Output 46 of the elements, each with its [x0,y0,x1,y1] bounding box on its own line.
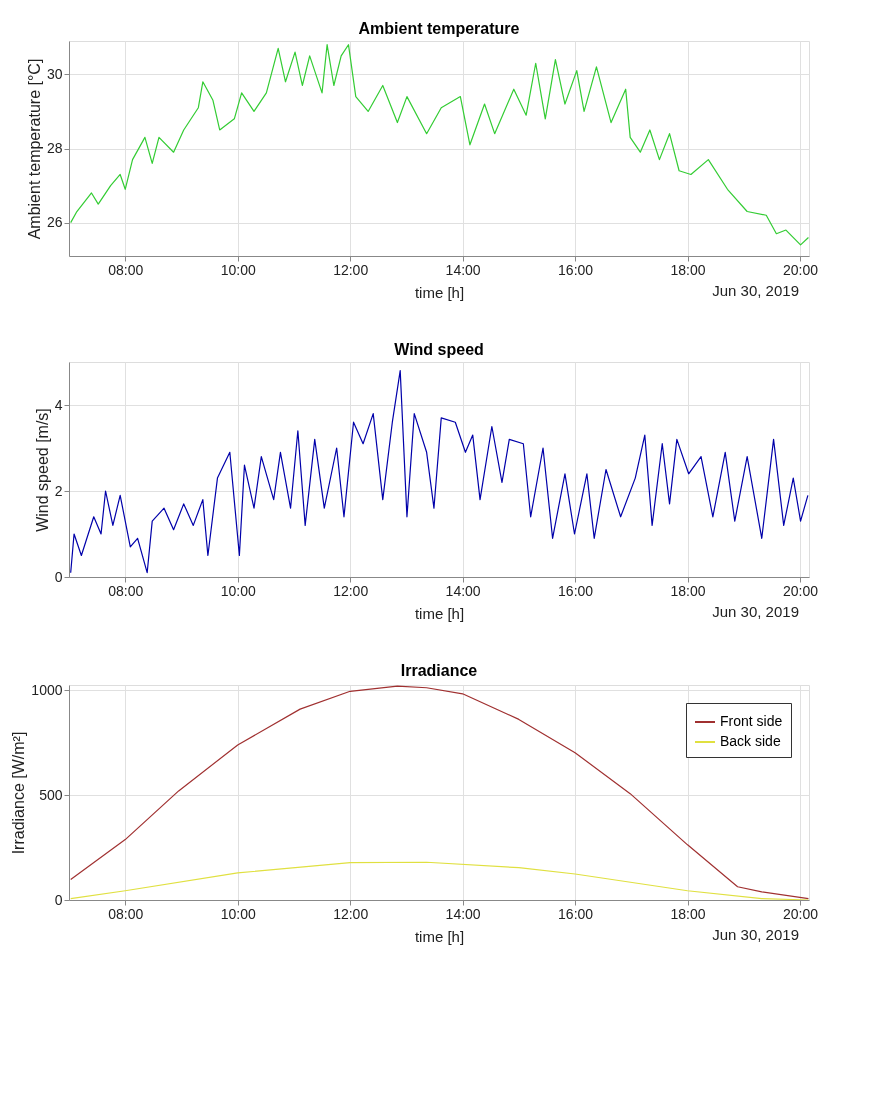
x-tick-label: 14:00 [445,582,481,599]
chart-title: Ambient temperature [358,20,520,37]
x-tick-label: 08:00 [108,261,144,278]
y-axis-title: Ambient temperature [°C] [25,58,43,240]
x-tick-label: 20:00 [782,905,819,922]
x-tick-label: 18:00 [670,582,706,599]
text: Jun 30, 2019 [712,282,799,299]
text: Jun 30, 2019 [712,603,799,620]
x-tick-label: 16:00 [558,905,594,922]
x-tick-label: 14:00 [445,905,481,922]
text: Jun 30, 2019 [712,926,799,943]
x-axis-title: time [h] [414,283,465,301]
line-series [70,370,809,574]
chart-title: Irradiance [400,662,478,680]
y-tick-label: 30 [46,65,63,82]
x-tick-label: 12:00 [333,582,369,599]
x-tick-label: 16:00 [558,582,594,599]
x-tick-label: 12:00 [333,905,369,922]
x-axis-title: time [h] [414,927,465,945]
y-tick-label: 0 [54,891,63,908]
x-tick-label: 16:00 [558,261,594,278]
x-axis-title: time [h] [414,604,465,622]
x-tick-label: 18:00 [670,261,706,278]
y-tick-label: 500 [39,786,63,803]
y-tick-label: 28 [46,140,63,156]
x-tick-label: 08:00 [108,582,144,599]
x-tick-label: 12:00 [333,261,369,278]
x-tick-label: 20:00 [782,261,819,278]
y-tick-label: 4 [54,396,63,413]
x-tick-label: 10:00 [220,905,256,922]
line-series [70,44,809,246]
y-tick-label: 1000 [31,681,63,698]
x-tick-label: 14:00 [445,261,481,278]
y-axis-title: Irradiance [W/m²] [10,731,28,855]
legend-label: Back side [720,733,781,749]
x-tick-label: 10:00 [220,261,256,278]
legend-label: Front side [720,713,783,729]
x-tick-label: 20:00 [782,582,819,599]
y-tick-label: 26 [46,214,63,231]
x-tick-label: 08:00 [108,905,144,922]
x-tick-label: 10:00 [220,582,256,599]
y-tick-label: 2 [54,482,63,499]
x-tick-label: 18:00 [670,905,706,922]
chart-title: Wind speed [394,341,484,358]
y-tick-label: 0 [54,568,63,585]
y-axis-title: Wind speed [m/s] [33,408,51,532]
